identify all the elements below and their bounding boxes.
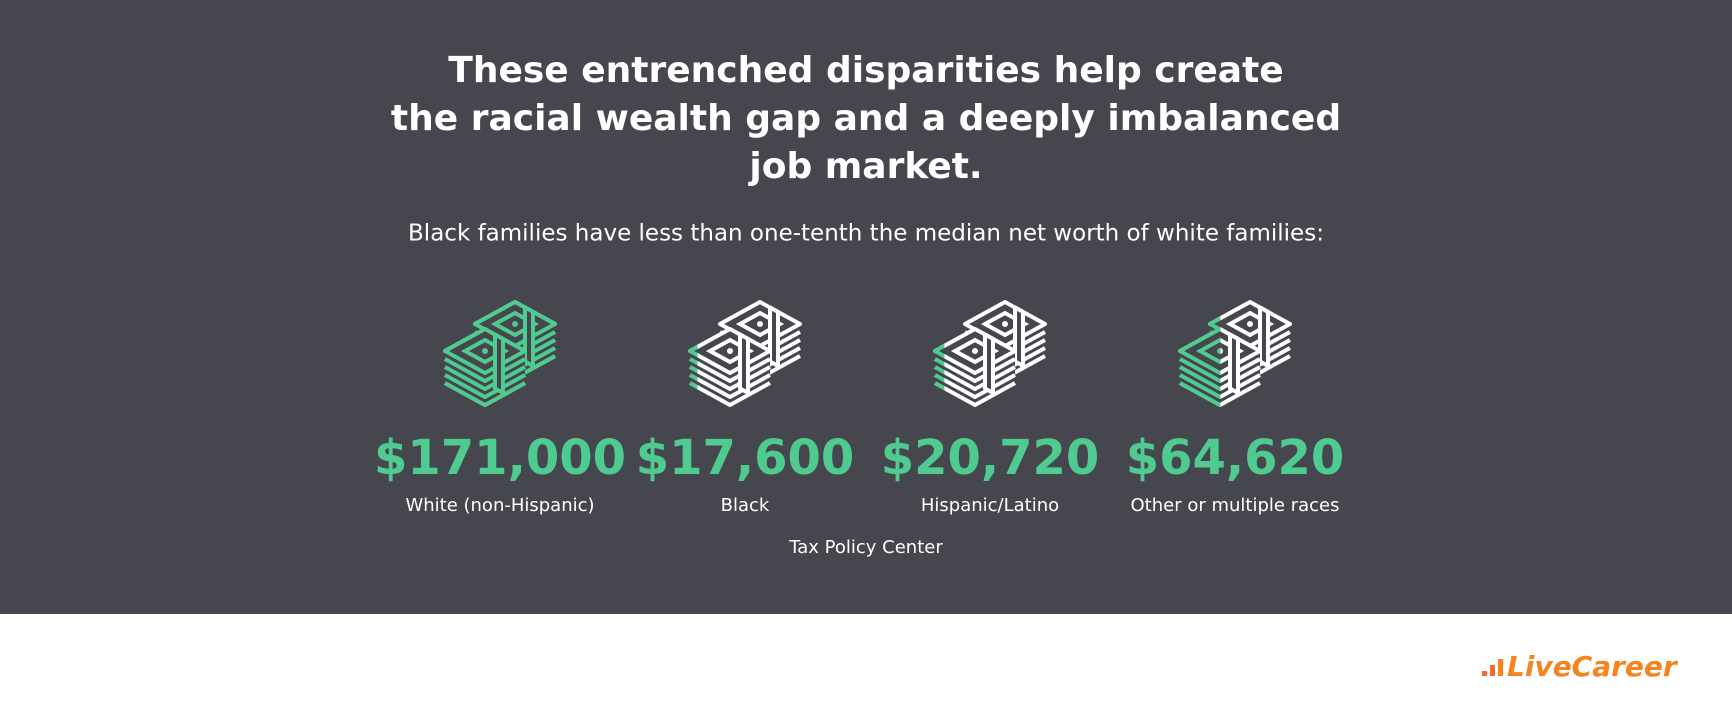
bill-edge [444, 365, 526, 391]
category-label: Hispanic/Latino [921, 495, 1059, 516]
money-icon [443, 300, 557, 407]
bill-dot [972, 348, 978, 354]
bill-dot [1002, 321, 1008, 327]
bill-edge [689, 373, 771, 399]
bill-edge [444, 373, 526, 399]
icon-base [688, 300, 802, 407]
bill-edge [934, 357, 1016, 383]
bill-dot [1217, 348, 1221, 354]
category-label: White (non-Hispanic) [405, 495, 594, 516]
bill-strap [523, 305, 535, 368]
bill-dot [512, 321, 518, 327]
value-label: $171,000 [374, 430, 626, 486]
bill-dot [1247, 321, 1253, 327]
bill-edge [934, 373, 1016, 399]
bill-dot [482, 348, 488, 354]
bill-dot [727, 348, 733, 354]
bill-edge [934, 381, 1016, 407]
bill-dot [757, 321, 763, 327]
subtitle: Black families have less than one-tenth … [408, 221, 1324, 247]
bill-top [443, 327, 527, 375]
item: $64,620 Other or multiple races [1126, 300, 1345, 516]
title-line: the racial wealth gap and a deeply imbal… [391, 98, 1341, 139]
bill-edge [689, 365, 771, 391]
money-icon [1178, 300, 1292, 407]
source: Tax Policy Center [788, 537, 943, 558]
bill-strap [738, 332, 750, 395]
bill-top [688, 327, 772, 375]
bill-strap [1013, 305, 1025, 368]
logo: LiveCareer [1482, 650, 1679, 683]
bill-edge [934, 365, 1016, 391]
category-label: Black [721, 495, 770, 516]
panel [0, 0, 1732, 614]
bill-inner [1195, 337, 1221, 365]
logo-dot [1490, 665, 1495, 676]
icon-fill [933, 343, 945, 391]
bill-top [1178, 327, 1221, 375]
bill-strap [1228, 332, 1240, 395]
category-label: Other or multiple races [1131, 495, 1340, 516]
bill-edge [1179, 373, 1221, 399]
logo-text: LiveCareer [1507, 650, 1679, 683]
item: $171,000 White (non-Hispanic) [374, 300, 626, 516]
money-icon [933, 300, 1047, 407]
bill-edge [689, 357, 771, 383]
bill-top [933, 327, 1017, 375]
icon-fill [688, 344, 698, 390]
logo-dot [1498, 659, 1503, 676]
value-label: $64,620 [1126, 430, 1345, 486]
bill-strap [493, 332, 505, 395]
bill-edge [444, 381, 526, 407]
icon-fill [443, 300, 557, 407]
bill-strap [768, 305, 780, 368]
value-label: $20,720 [881, 430, 1100, 486]
item: $17,600 Black [636, 300, 855, 516]
bill-strap [1258, 305, 1270, 368]
item: $20,720 Hispanic/Latino [881, 300, 1100, 516]
bill-edge [1179, 357, 1221, 383]
icon-fill [1178, 316, 1221, 407]
bill-edge [444, 357, 526, 383]
bill-strap [983, 332, 995, 395]
money-icon [688, 300, 802, 407]
logo-dot [1482, 671, 1487, 676]
title-line: These entrenched disparities help create [448, 50, 1283, 91]
title-line: job market. [747, 146, 982, 187]
bill-edge [1179, 381, 1221, 407]
stack-body [1180, 329, 1221, 405]
value-label: $17,600 [636, 430, 855, 486]
bill-edge [689, 381, 771, 407]
icon-base [933, 300, 1047, 407]
bill-edge [1179, 365, 1221, 391]
